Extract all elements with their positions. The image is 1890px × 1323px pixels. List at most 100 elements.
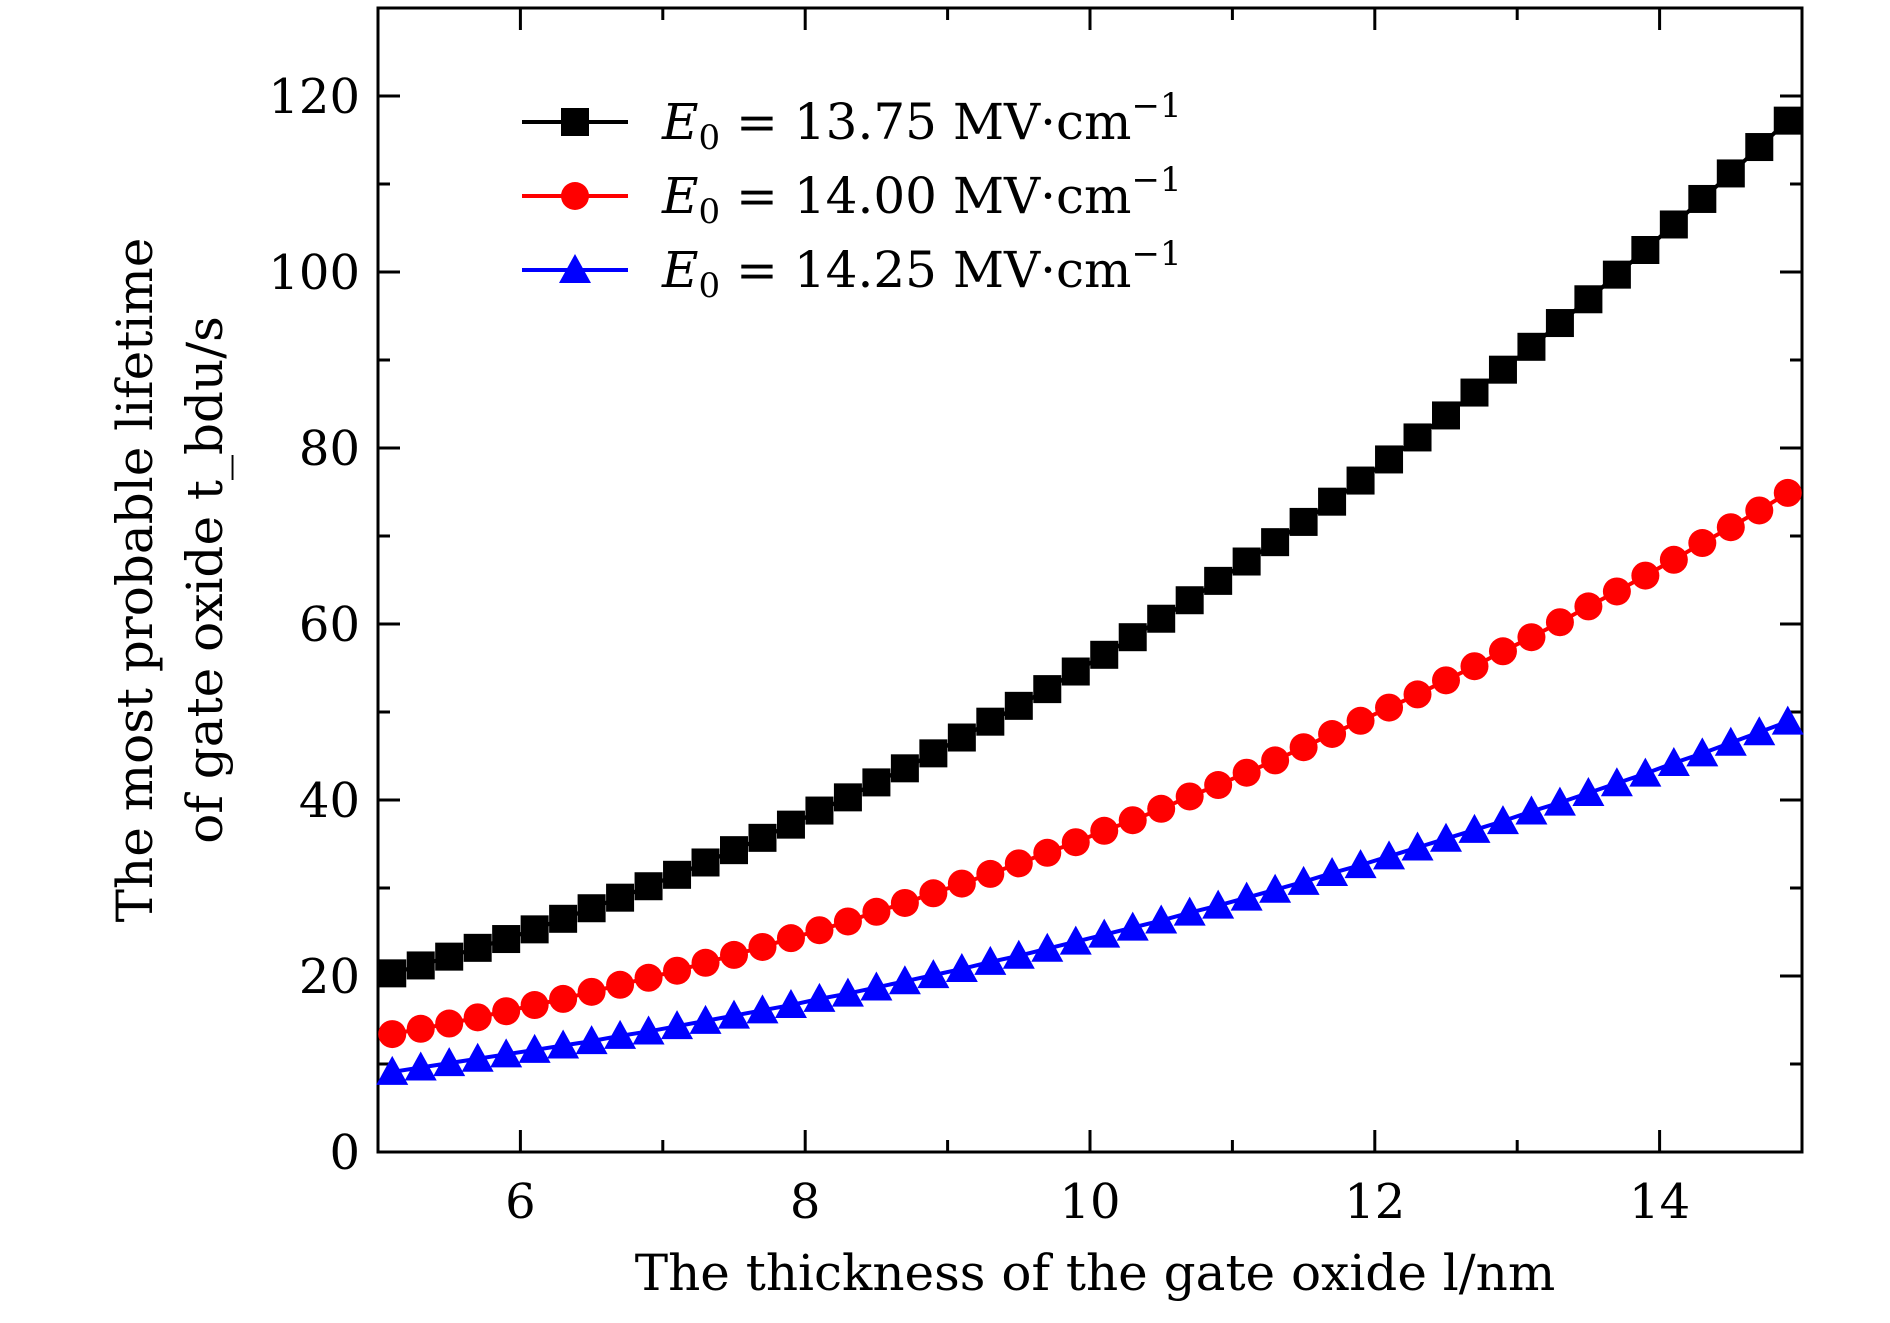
data-point — [1259, 873, 1292, 903]
legend-symbol: E — [661, 93, 699, 151]
data-point — [1659, 210, 1688, 239]
legend-label: E0 = 13.75 MV·cm−1 — [661, 86, 1182, 158]
data-point — [860, 971, 893, 1001]
data-point — [378, 1020, 407, 1049]
x-tick-label: 14 — [1629, 1174, 1690, 1230]
data-point — [606, 883, 635, 912]
data-point — [1204, 771, 1233, 800]
data-point — [1061, 828, 1090, 857]
y-axis-label-line1-text: The most probable lifetime — [106, 238, 164, 923]
data-point — [1488, 637, 1517, 666]
data-point — [1545, 608, 1574, 637]
data-point — [862, 897, 891, 926]
data-point — [435, 942, 464, 971]
data-point — [404, 1051, 437, 1081]
series-circle — [378, 478, 1802, 1049]
data-point — [1572, 776, 1605, 806]
data-point — [376, 1055, 409, 1085]
data-series — [376, 106, 1804, 1085]
y-tick-label: 120 — [268, 69, 360, 125]
data-point — [947, 869, 976, 898]
data-point — [1659, 545, 1688, 574]
y-tick-label: 20 — [299, 949, 360, 1005]
x-tick-label: 10 — [1059, 1174, 1120, 1230]
data-point — [1743, 716, 1776, 746]
data-point — [1004, 691, 1033, 720]
legend-marker — [559, 254, 591, 283]
legend: E0 = 13.75 MV·cm−1E0 = 14.00 MV·cm−1E0 =… — [522, 86, 1182, 306]
legend-symbol: E — [661, 241, 699, 299]
data-point — [634, 872, 663, 901]
legend-entry: E0 = 14.00 MV·cm−1 — [522, 160, 1182, 232]
data-point — [1488, 355, 1517, 384]
data-point — [1261, 746, 1290, 775]
x-axis-label: The thickness of the gate oxide l/nm — [635, 1244, 1556, 1302]
data-point — [1688, 184, 1717, 213]
data-point — [945, 952, 978, 982]
data-point — [463, 1003, 492, 1032]
data-point — [1430, 822, 1462, 852]
data-point — [606, 970, 635, 999]
legend-superscript: −1 — [1131, 160, 1181, 200]
data-point — [463, 933, 492, 962]
data-point — [1375, 693, 1404, 722]
data-point — [663, 860, 692, 889]
data-point — [1631, 236, 1660, 264]
data-point — [1545, 309, 1574, 338]
data-point — [1175, 782, 1204, 811]
data-point — [632, 1015, 665, 1045]
data-point — [492, 925, 521, 954]
data-point — [1118, 623, 1147, 652]
data-point — [976, 707, 1005, 736]
legend-label: E0 = 14.25 MV·cm−1 — [661, 234, 1182, 306]
data-point — [1090, 816, 1119, 845]
data-point — [1631, 561, 1660, 590]
y-tick-label: 0 — [329, 1125, 360, 1181]
data-point — [1745, 496, 1774, 525]
data-point — [1090, 640, 1119, 669]
data-point — [1147, 794, 1176, 823]
legend-subscript: 0 — [699, 266, 721, 306]
y-tick-label: 60 — [299, 597, 360, 653]
data-point — [947, 723, 976, 752]
data-point — [1230, 881, 1263, 911]
data-point — [1316, 857, 1349, 887]
data-point — [691, 848, 720, 877]
legend-superscript: −1 — [1131, 234, 1181, 274]
data-point — [888, 965, 921, 995]
data-point — [1517, 623, 1546, 652]
data-point — [492, 997, 521, 1026]
legend-value: = 14.25 MV·cm — [720, 241, 1131, 299]
data-point — [1175, 586, 1204, 615]
data-point — [917, 959, 950, 989]
data-point — [378, 959, 407, 988]
data-point — [406, 1014, 435, 1043]
data-point — [1543, 786, 1576, 816]
data-point — [1318, 487, 1347, 516]
data-point — [1004, 849, 1033, 878]
data-point — [1574, 285, 1603, 314]
data-point — [833, 783, 862, 812]
data-point — [1118, 806, 1147, 835]
data-point — [1232, 758, 1261, 787]
data-point — [1344, 849, 1377, 879]
data-point — [1574, 592, 1603, 621]
y-axis-label-line2-text: of gate oxide t_bdu/s — [176, 316, 234, 844]
data-point — [1033, 838, 1062, 867]
data-point — [776, 924, 805, 953]
data-point — [518, 1033, 551, 1063]
data-point — [663, 956, 692, 985]
data-point — [604, 1019, 637, 1049]
data-point — [549, 904, 578, 933]
data-point — [1458, 813, 1491, 843]
data-point — [919, 879, 948, 908]
data-point — [1289, 733, 1318, 762]
data-point — [1600, 767, 1633, 797]
data-point — [577, 894, 606, 923]
y-axis-label-line2: of gate oxide t_bdu/s — [176, 316, 234, 844]
data-point — [1773, 478, 1802, 507]
x-axis-label-text: The thickness of the gate oxide l/nm — [635, 1244, 1556, 1302]
data-point — [720, 836, 748, 865]
data-point — [1375, 445, 1404, 474]
data-point — [1145, 904, 1178, 934]
